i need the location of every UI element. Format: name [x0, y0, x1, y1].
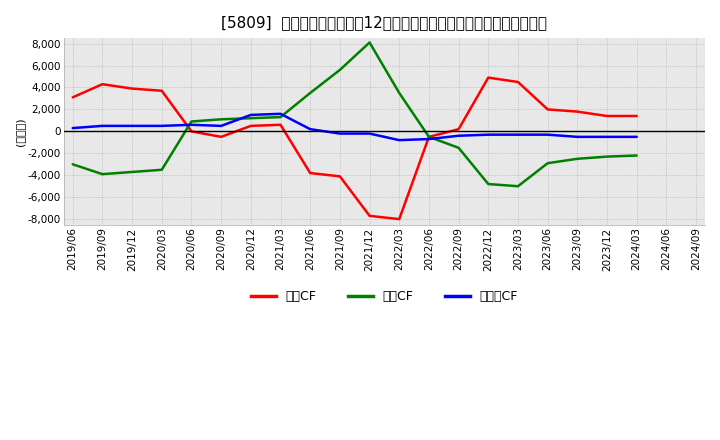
- 投資CF: [513, 183, 522, 189]
- フリーCF: [513, 132, 522, 137]
- 投資CF: [187, 119, 196, 124]
- フリーCF: [158, 123, 166, 128]
- 投資CF: [632, 153, 641, 158]
- フリーCF: [306, 127, 315, 132]
- 投資CF: [573, 156, 582, 161]
- フリーCF: [632, 134, 641, 139]
- 投資CF: [544, 161, 552, 166]
- Line: フリーCF: フリーCF: [73, 114, 636, 140]
- 営業CF: [336, 174, 344, 179]
- 投資CF: [68, 161, 77, 167]
- 投資CF: [217, 117, 225, 122]
- 投資CF: [98, 172, 107, 177]
- 営業CF: [365, 213, 374, 219]
- フリーCF: [217, 123, 225, 128]
- 営業CF: [68, 95, 77, 100]
- フリーCF: [365, 131, 374, 136]
- フリーCF: [454, 133, 463, 139]
- 投資CF: [484, 181, 492, 187]
- フリーCF: [425, 136, 433, 142]
- フリーCF: [395, 138, 404, 143]
- Y-axis label: (百万円): (百万円): [15, 117, 25, 146]
- フリーCF: [246, 112, 255, 117]
- フリーCF: [127, 123, 136, 128]
- Line: 投資CF: 投資CF: [73, 43, 636, 186]
- 営業CF: [276, 122, 285, 128]
- Legend: 営業CF, 投資CF, フリーCF: 営業CF, 投資CF, フリーCF: [246, 285, 523, 308]
- 営業CF: [395, 216, 404, 222]
- 営業CF: [187, 129, 196, 134]
- 営業CF: [484, 75, 492, 80]
- フリーCF: [68, 125, 77, 131]
- 営業CF: [246, 123, 255, 128]
- フリーCF: [98, 123, 107, 128]
- 投資CF: [395, 90, 404, 95]
- 営業CF: [127, 86, 136, 91]
- 営業CF: [217, 134, 225, 139]
- 営業CF: [454, 127, 463, 132]
- 投資CF: [336, 67, 344, 73]
- 投資CF: [127, 169, 136, 175]
- 営業CF: [158, 88, 166, 93]
- 投資CF: [306, 90, 315, 95]
- 営業CF: [544, 107, 552, 112]
- フリーCF: [573, 134, 582, 139]
- 営業CF: [98, 81, 107, 87]
- 営業CF: [632, 114, 641, 119]
- 投資CF: [158, 167, 166, 172]
- 投資CF: [425, 134, 433, 139]
- 投資CF: [454, 145, 463, 150]
- Line: 営業CF: 営業CF: [73, 77, 636, 219]
- フリーCF: [603, 134, 611, 139]
- フリーCF: [187, 122, 196, 128]
- 投資CF: [365, 40, 374, 45]
- 投資CF: [276, 114, 285, 120]
- Title: [5809]  キャッシュフローの12か月移動合計の対前年同期増減額の推移: [5809] キャッシュフローの12か月移動合計の対前年同期増減額の推移: [222, 15, 547, 30]
- 営業CF: [425, 134, 433, 139]
- フリーCF: [336, 131, 344, 136]
- 営業CF: [603, 114, 611, 119]
- 営業CF: [573, 109, 582, 114]
- フリーCF: [544, 132, 552, 137]
- 営業CF: [306, 170, 315, 176]
- 営業CF: [513, 79, 522, 84]
- フリーCF: [484, 132, 492, 137]
- 投資CF: [603, 154, 611, 159]
- フリーCF: [276, 111, 285, 117]
- 投資CF: [246, 116, 255, 121]
